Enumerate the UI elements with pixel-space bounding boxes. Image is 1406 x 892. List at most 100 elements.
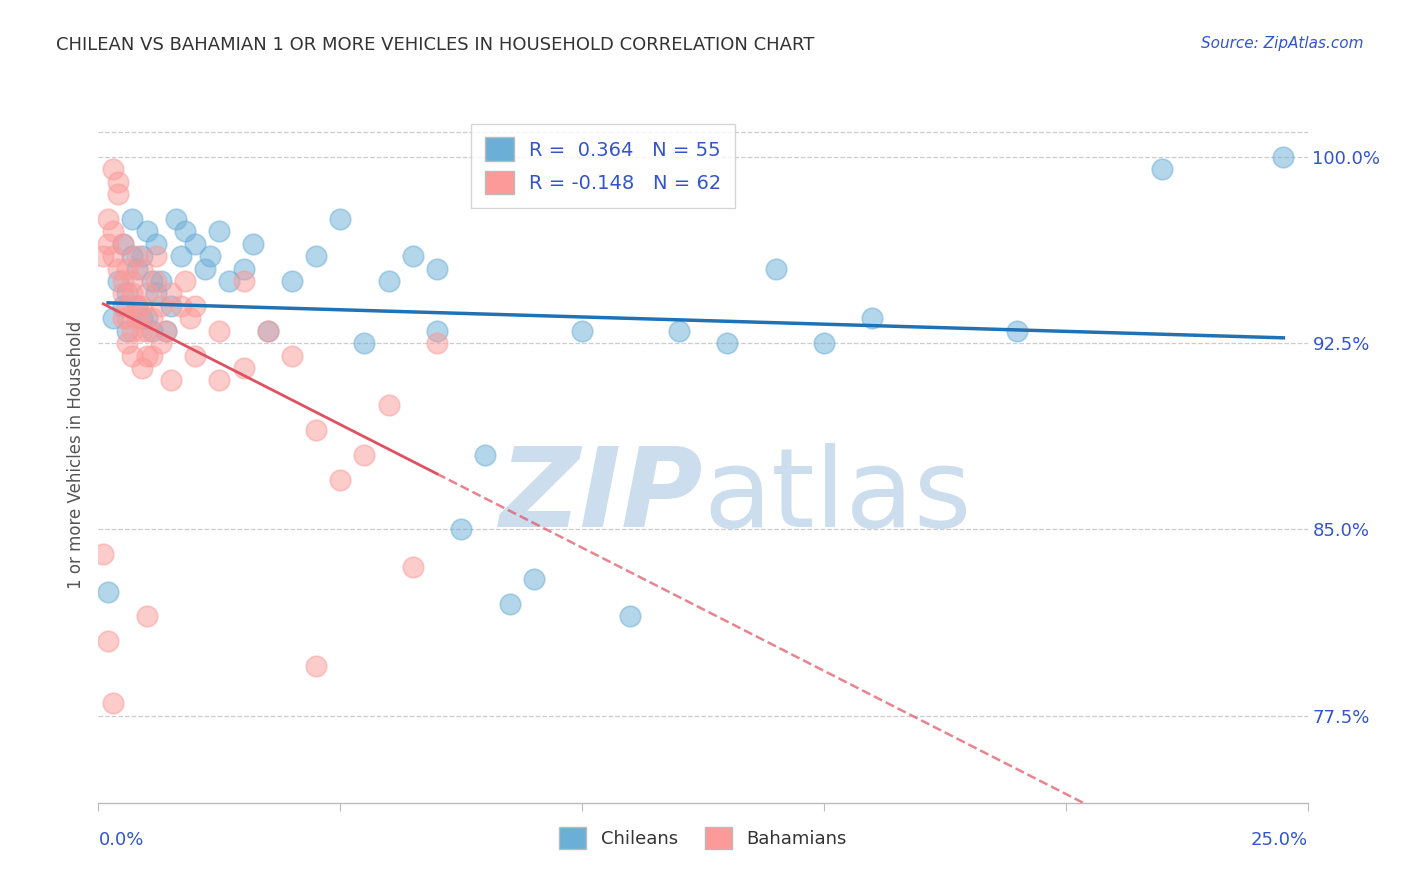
Point: [155, 324, 177, 338]
Point: [208, 324, 231, 338]
Point: [184, 349, 207, 363]
Point: [111, 299, 134, 313]
Point: [377, 398, 399, 412]
Point: [101, 697, 124, 711]
Point: [305, 249, 328, 263]
Point: [232, 261, 254, 276]
Point: [155, 324, 177, 338]
Point: [242, 236, 264, 251]
Point: [145, 286, 167, 301]
Point: [135, 224, 157, 238]
Point: [450, 523, 472, 537]
Point: [668, 324, 690, 338]
Point: [145, 236, 167, 251]
Point: [127, 261, 149, 276]
Point: [160, 286, 183, 301]
Point: [208, 373, 231, 387]
Point: [117, 286, 139, 301]
Point: [165, 211, 187, 226]
Point: [174, 274, 197, 288]
Point: [111, 274, 134, 288]
Point: [97, 634, 120, 648]
Point: [127, 299, 149, 313]
Text: CHILEAN VS BAHAMIAN 1 OR MORE VEHICLES IN HOUSEHOLD CORRELATION CHART: CHILEAN VS BAHAMIAN 1 OR MORE VEHICLES I…: [56, 36, 814, 54]
Point: [131, 360, 153, 375]
Point: [813, 336, 835, 351]
Point: [256, 324, 278, 338]
Point: [1007, 324, 1029, 338]
Text: 0.0%: 0.0%: [98, 830, 143, 848]
Point: [135, 286, 157, 301]
Point: [127, 249, 149, 263]
Point: [160, 373, 183, 387]
Point: [571, 324, 593, 338]
Y-axis label: 1 or more Vehicles in Household: 1 or more Vehicles in Household: [66, 321, 84, 589]
Point: [329, 211, 352, 226]
Point: [716, 336, 738, 351]
Point: [121, 286, 143, 301]
Point: [117, 336, 139, 351]
Point: [121, 349, 143, 363]
Point: [150, 336, 173, 351]
Point: [1152, 162, 1174, 177]
Point: [101, 249, 124, 263]
Point: [169, 249, 191, 263]
Point: [377, 274, 399, 288]
Point: [353, 448, 375, 462]
Point: [127, 299, 149, 313]
Point: [860, 311, 883, 326]
Text: atlas: atlas: [703, 443, 972, 550]
Point: [107, 186, 129, 201]
Point: [121, 324, 143, 338]
Point: [218, 274, 240, 288]
Point: [232, 274, 254, 288]
Point: [426, 324, 449, 338]
Point: [91, 547, 114, 561]
Point: [474, 448, 496, 462]
Point: [127, 311, 149, 326]
Point: [135, 349, 157, 363]
Point: [169, 299, 191, 313]
Point: [131, 311, 153, 326]
Point: [145, 274, 167, 288]
Point: [281, 349, 304, 363]
Point: [1272, 150, 1295, 164]
Point: [107, 274, 129, 288]
Point: [523, 572, 546, 586]
Point: [117, 299, 139, 313]
Point: [619, 609, 641, 624]
Point: [141, 324, 163, 338]
Point: [131, 324, 153, 338]
Point: [111, 236, 134, 251]
Point: [498, 597, 520, 611]
Point: [353, 336, 375, 351]
Point: [145, 249, 167, 263]
Point: [117, 261, 139, 276]
Point: [107, 261, 129, 276]
Point: [426, 336, 449, 351]
Text: Source: ZipAtlas.com: Source: ZipAtlas.com: [1201, 36, 1364, 51]
Point: [91, 249, 114, 263]
Point: [198, 249, 221, 263]
Point: [97, 211, 120, 226]
Point: [426, 261, 449, 276]
Point: [174, 224, 197, 238]
Point: [402, 559, 425, 574]
Point: [305, 659, 328, 673]
Point: [117, 324, 139, 338]
Point: [131, 261, 153, 276]
Point: [135, 324, 157, 338]
Point: [135, 609, 157, 624]
Point: [131, 299, 153, 313]
Text: 25.0%: 25.0%: [1250, 830, 1308, 848]
Point: [402, 249, 425, 263]
Point: [97, 236, 120, 251]
Point: [121, 274, 143, 288]
Point: [232, 360, 254, 375]
Point: [208, 224, 231, 238]
Point: [111, 236, 134, 251]
Point: [179, 311, 201, 326]
Point: [160, 299, 183, 313]
Point: [305, 423, 328, 437]
Point: [150, 299, 173, 313]
